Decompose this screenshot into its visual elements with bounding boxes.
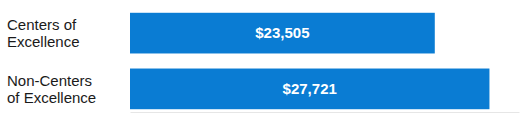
- x-axis: [131, 112, 520, 113]
- category-label: Centers ofExcellence: [7, 16, 80, 50]
- bar: [130, 13, 435, 54]
- category-label: Non-Centersof Excellence: [7, 72, 96, 106]
- data-label: $27,721: [283, 80, 337, 97]
- bars: [130, 13, 489, 109]
- x-axis-line: [131, 112, 520, 113]
- chart: $23,505 $27,721 Centers ofExcellence Non-Ce…: [0, 0, 528, 125]
- bar: [130, 69, 489, 110]
- data-labels: $23,505 $27,721: [255, 24, 337, 97]
- category-labels: Centers ofExcellence Non-Centersof Excell…: [7, 16, 96, 106]
- data-label: $23,505: [255, 24, 309, 41]
